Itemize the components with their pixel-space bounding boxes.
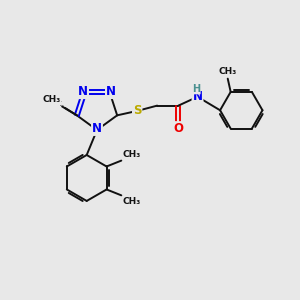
Text: CH₃: CH₃	[219, 67, 237, 76]
Text: N: N	[78, 85, 88, 98]
Text: N: N	[193, 90, 202, 103]
Text: methyl: methyl	[58, 101, 63, 102]
Text: N: N	[92, 122, 102, 135]
Text: CH₃: CH₃	[42, 95, 61, 104]
Text: S: S	[133, 104, 141, 117]
Text: CH₃: CH₃	[123, 150, 141, 159]
Text: H: H	[192, 84, 200, 94]
Text: CH₃: CH₃	[123, 197, 141, 206]
Text: methyl: methyl	[60, 104, 64, 106]
Text: N: N	[106, 85, 116, 98]
Text: O: O	[173, 122, 183, 135]
